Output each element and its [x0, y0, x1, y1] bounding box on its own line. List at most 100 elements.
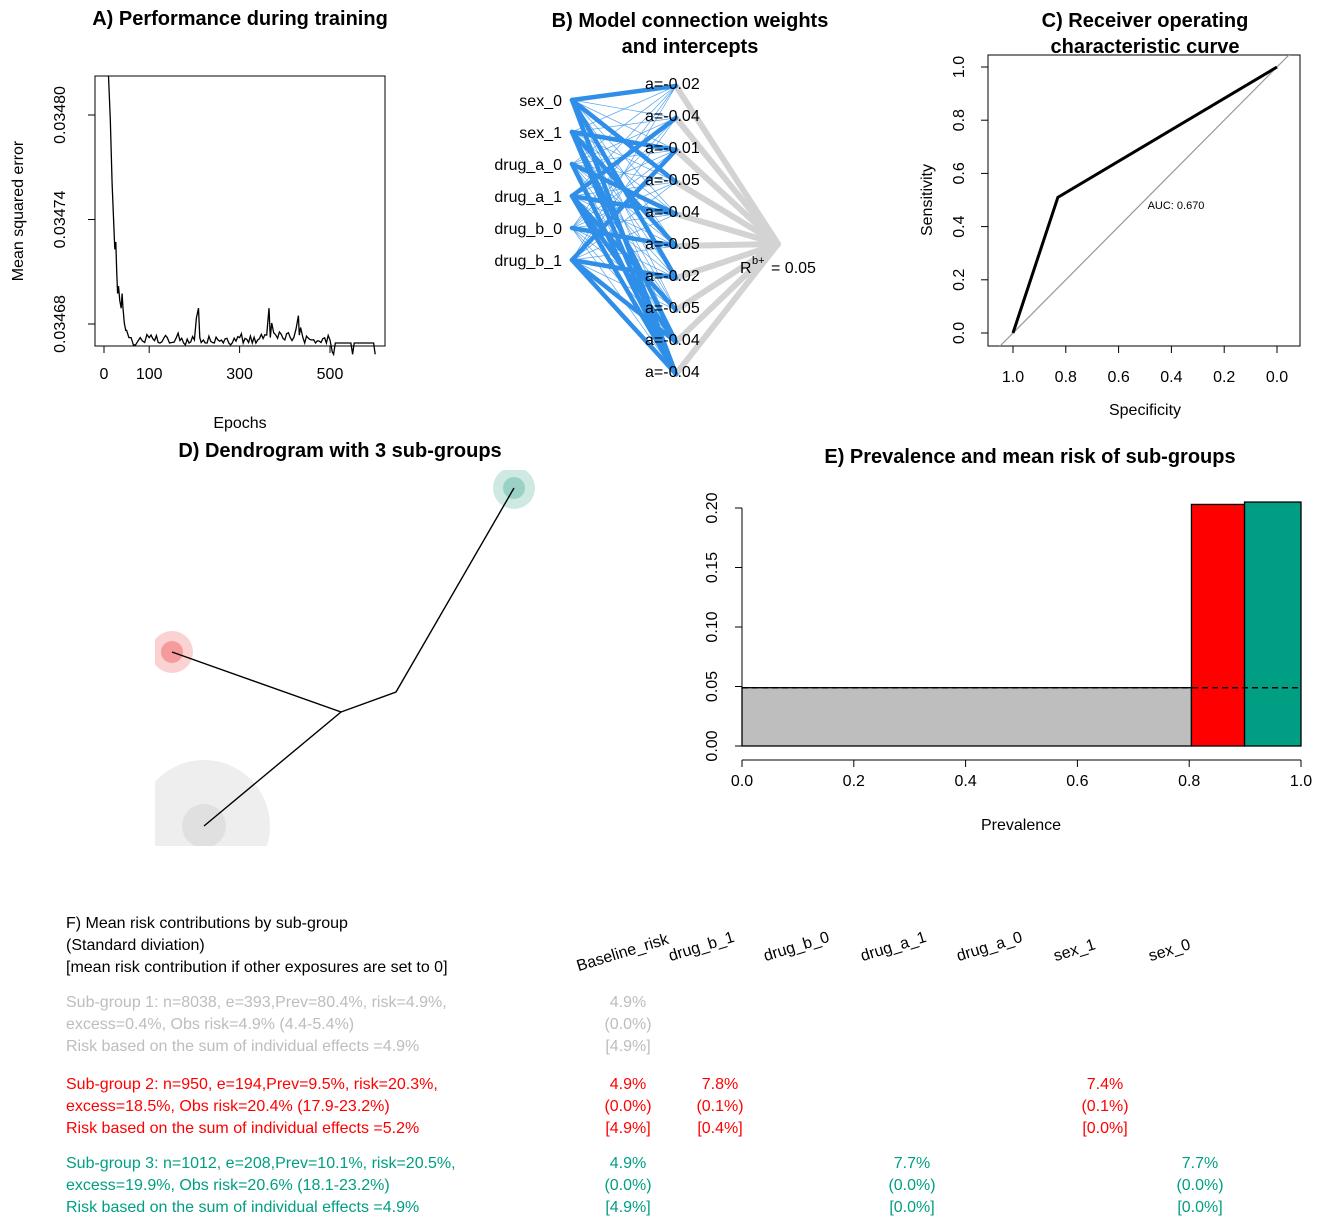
panel-c-xtick-label: 0.0	[1266, 369, 1288, 386]
panel-f-column-header: drug_a_0	[954, 929, 1025, 966]
panel-f-title-line2: (Standard diviation)	[66, 937, 205, 954]
panel-b-strong-edge	[569, 193, 679, 377]
panel-b-intercept-label: a=-0.01	[645, 140, 700, 157]
panel-e-title: E) Prevalence and mean risk of sub-group…	[824, 446, 1236, 468]
panel-a-xtick-label: 500	[317, 366, 344, 383]
panel-b-intercept-label: a=-0.02	[645, 76, 700, 93]
panel-f-title-line3: [mean risk contribution if other exposur…	[66, 959, 448, 976]
panel-f-cell: 4.9%	[609, 1076, 647, 1093]
panel-b-strong-edge	[569, 115, 679, 199]
panel-d-branch-right	[340, 487, 515, 713]
panel-a-ylabel: Mean squared error	[10, 140, 27, 281]
panel-c-xtick-label: 1.0	[1002, 369, 1024, 386]
panel-b-title-line1: B) Model connection weights	[551, 10, 829, 32]
panel-f-column-header: drug_b_0	[761, 929, 832, 966]
panel-e-ytick-label: 0.05	[704, 671, 721, 702]
panel-c-ytick-label: 0.0	[951, 322, 968, 344]
panel-f-cell: 4.9%	[609, 994, 647, 1011]
panel-e-xtick-label: 0.8	[1178, 773, 1200, 790]
panel-c-xtick-label: 0.8	[1055, 369, 1077, 386]
panel-b-output-edge	[673, 211, 781, 247]
panel-f-cell: [4.9%]	[605, 1199, 651, 1216]
panel-f-group-description: excess=18.5%, Obs risk=20.4% (17.9-23.2%…	[66, 1098, 390, 1115]
panel-f-group-description: Sub-group 3: n=1012, e=208,Prev=10.1%, r…	[66, 1155, 456, 1172]
panel-f-group-description: Risk based on the sum of individual effe…	[66, 1199, 420, 1216]
panel-f-group-description: Sub-group 1: n=8038, e=393,Prev=80.4%, r…	[66, 994, 447, 1011]
panel-b-intercept-label: a=-0.04	[645, 364, 700, 381]
panel-b-output-label: R	[740, 260, 752, 277]
panel-f-cell: [0.0%]	[889, 1199, 935, 1216]
panel-d-group1-node	[182, 804, 226, 846]
panel-f-group-description: Risk based on the sum of individual effe…	[66, 1038, 420, 1055]
panel-c-xtick-label: 0.2	[1213, 369, 1235, 386]
panel-f-group-description: excess=0.4%, Obs risk=4.9% (4.4-5.4%)	[66, 1016, 355, 1033]
panel-a-xtick-label: 0	[100, 366, 109, 383]
panel-f-cell: (0.1%)	[1081, 1098, 1129, 1115]
panel-f-cell: [0.0%]	[1082, 1120, 1128, 1137]
panel-b-output-edge	[673, 115, 781, 247]
panel-f-cell: (0.0%)	[604, 1098, 652, 1115]
panel-c-title: C) Receiver operating characteristic cur…	[985, 8, 1305, 60]
panel-b-input-label: drug_b_1	[494, 253, 562, 270]
panel-e-bar	[1243, 501, 1302, 747]
panel-b-input-label: drug_a_1	[494, 189, 562, 206]
panel-b-strong-edge	[569, 257, 679, 377]
panel-a-ytick-label: 0.03480	[52, 86, 69, 144]
panel-b-strong-edge	[569, 129, 679, 153]
panel-f-cell: 7.7%	[893, 1155, 931, 1172]
panel-e-xtick-label: 0.2	[843, 773, 865, 790]
panel-e-xtick-label: 0.4	[954, 773, 976, 790]
panel-b-strong-edge	[569, 129, 679, 377]
panel-e-xtick-label: 0.6	[1066, 773, 1088, 790]
panel-f-cell: 7.7%	[1181, 1155, 1219, 1172]
panel-c-xtick-label: 0.6	[1107, 369, 1129, 386]
panel-b-intercept-label: a=-0.04	[645, 108, 700, 125]
panel-f-column-header: Baseline_risk	[574, 930, 671, 976]
panel-e-ytick-label: 0.20	[704, 492, 721, 523]
panel-f-column-header: drug_a_1	[858, 929, 929, 966]
panel-b-output-edge	[673, 83, 781, 247]
panel-e-xtick-label: 1.0	[1290, 773, 1312, 790]
panel-f-column-header: sex_1	[1051, 936, 1098, 966]
panel-c-auc-annotation: AUC: 0.670	[1148, 200, 1205, 212]
panel-b-intercept-label: a=-0.05	[645, 300, 700, 317]
panel-a-xtick-label: 100	[136, 366, 163, 383]
panel-f-cell: [4.9%]	[605, 1038, 651, 1055]
panel-a-ytick-label: 0.03474	[52, 190, 69, 248]
panel-b-intercept-label: a=-0.05	[645, 236, 700, 253]
panel-b-intercept-label: a=-0.04	[645, 332, 700, 349]
panel-f-column-header: sex_0	[1146, 936, 1193, 966]
panel-c-diagonal	[999, 55, 1290, 346]
panel-a-xtick-label: 300	[226, 366, 253, 383]
panel-b-intercept-label: a=-0.02	[645, 268, 700, 285]
panel-e-ytick-label: 0.10	[704, 611, 721, 642]
panel-c-ytick-label: 0.2	[951, 269, 968, 291]
panel-f-group-description: Risk based on the sum of individual effe…	[66, 1120, 420, 1137]
panel-f-cell: (0.0%)	[604, 1016, 652, 1033]
panel-b-input-label: drug_b_0	[494, 221, 562, 238]
panel-e-xtick-label: 0.0	[731, 773, 753, 790]
panel-a-ytick-label: 0.03468	[52, 295, 69, 353]
panel-f-cell: 7.4%	[1086, 1076, 1124, 1093]
panel-b-intercept-label: a=-0.04	[645, 204, 700, 221]
panel-f-cell: [0.0%]	[1177, 1199, 1223, 1216]
panel-b-input-label: sex_0	[519, 93, 562, 110]
panel-b-output-edge	[673, 147, 781, 247]
panel-f-cell: [0.4%]	[697, 1120, 743, 1137]
panel-f-group-description: excess=19.9%, Obs risk=20.6% (18.1-23.2%…	[66, 1177, 390, 1194]
panel-f-cell: (0.0%)	[1176, 1177, 1224, 1194]
panel-f-group-description: Sub-group 2: n=950, e=194,Prev=9.5%, ris…	[66, 1076, 438, 1093]
panel-e-ytick-label: 0.00	[704, 730, 721, 761]
panel-a-xlabel: Epochs	[213, 415, 266, 432]
panel-b-title-line2: and intercepts	[621, 36, 759, 58]
panel-f-title-line1: F) Mean risk contributions by sub-group	[66, 915, 348, 932]
panel-c-ytick-label: 0.4	[951, 215, 968, 237]
panel-b-strong-edge	[569, 193, 679, 345]
panel-f-cell: 4.9%	[609, 1155, 647, 1172]
panel-a-title: A) Performance during training	[92, 8, 388, 30]
panel-c-xtick-label: 0.4	[1160, 369, 1182, 386]
panel-c-ylabel: Sensitivity	[919, 164, 936, 236]
panel-b-output-edge	[673, 241, 781, 377]
